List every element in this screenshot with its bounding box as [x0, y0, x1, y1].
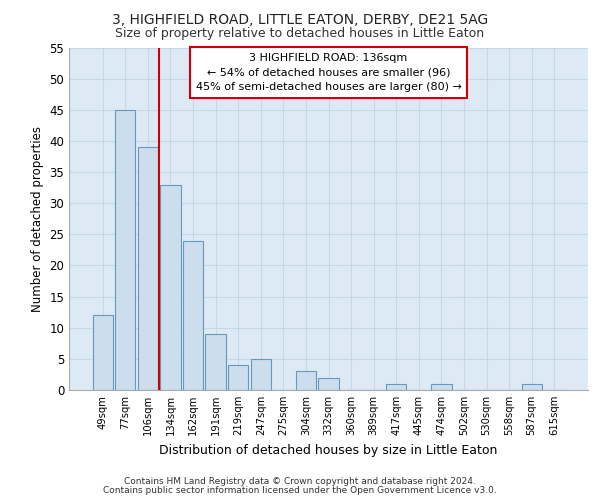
Bar — [296, 372, 316, 390]
Bar — [521, 384, 542, 390]
X-axis label: Distribution of detached houses by size in Little Eaton: Distribution of detached houses by size … — [160, 444, 497, 456]
Y-axis label: Number of detached properties: Number of detached properties — [31, 126, 44, 312]
Bar — [431, 384, 452, 390]
Bar — [251, 359, 271, 390]
Bar — [92, 316, 113, 390]
Bar — [228, 365, 248, 390]
Text: 3, HIGHFIELD ROAD, LITTLE EATON, DERBY, DE21 5AG: 3, HIGHFIELD ROAD, LITTLE EATON, DERBY, … — [112, 12, 488, 26]
Text: Contains public sector information licensed under the Open Government Licence v3: Contains public sector information licen… — [103, 486, 497, 495]
Bar — [319, 378, 338, 390]
Bar — [205, 334, 226, 390]
Bar — [138, 147, 158, 390]
Text: Contains HM Land Registry data © Crown copyright and database right 2024.: Contains HM Land Registry data © Crown c… — [124, 477, 476, 486]
Bar — [386, 384, 406, 390]
Bar — [115, 110, 136, 390]
Bar — [183, 240, 203, 390]
Bar — [160, 184, 181, 390]
Text: 3 HIGHFIELD ROAD: 136sqm
← 54% of detached houses are smaller (96)
45% of semi-d: 3 HIGHFIELD ROAD: 136sqm ← 54% of detach… — [196, 52, 461, 92]
Text: Size of property relative to detached houses in Little Eaton: Size of property relative to detached ho… — [115, 28, 485, 40]
